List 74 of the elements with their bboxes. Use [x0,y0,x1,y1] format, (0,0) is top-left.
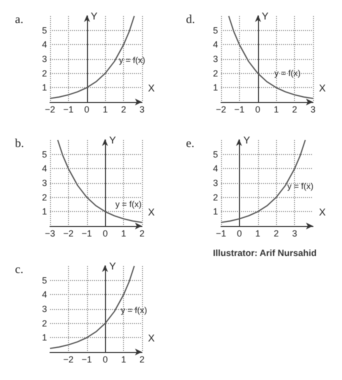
y-tick-label: 3 [42,178,47,188]
annotation: y = f(x) [287,181,314,192]
y-tick-label: 2 [212,192,218,202]
y-tick-label: 4 [212,40,218,50]
y-tick-label: 2 [212,68,218,78]
y-axis-title: Y [109,136,116,146]
x-tick-label: 1 [121,354,126,364]
x-tick-label: 1 [255,228,260,238]
y-tick-label: 5 [212,149,218,160]
y-tick-label: 1 [42,206,47,217]
x-axis-title: X [148,84,155,94]
y-tick-label: 5 [42,25,47,36]
y-tick-label: 4 [42,164,47,174]
x-axis-title: X [319,208,326,218]
y-tick-label: 4 [42,290,47,300]
x-tick-label: −2 [216,104,226,114]
y-tick-label: 3 [212,178,218,188]
x-tick-label: 2 [139,354,145,364]
x-tick-label: −1 [82,228,92,238]
x-tick-label: 0 [84,104,90,114]
y-tick-label: 2 [42,68,47,78]
x-tick-label: 2 [121,104,126,114]
y-tick-label: 4 [212,164,218,174]
annotation: y = f(x) [119,54,146,65]
y-tick-label: 1 [212,206,218,217]
x-tick-label: 3 [310,104,316,114]
x-tick-label: 1 [121,228,126,238]
annotation: y = f(x) [115,199,142,210]
x-tick-label: −1 [63,104,74,114]
annotation: y = f(x) [274,68,301,78]
y-tick-label: 1 [212,82,218,93]
x-tick-label: 2 [139,228,145,238]
x-tick-label: 1 [102,104,108,114]
chart-title: e. [186,136,194,150]
x-tick-label: 0 [102,228,108,238]
x-tick-label: −1 [216,228,226,238]
x-axis-title: X [148,334,155,344]
x-tick-label: −1 [234,104,245,114]
text: Illustrator: Arif Nursahid [213,248,317,258]
y-tick-label: 5 [212,25,218,36]
chart-title: b. [15,136,24,150]
y-tick-label: 4 [42,40,47,50]
y-axis-title: Y [262,12,269,22]
x-tick-label: 1 [274,104,279,114]
x-axis-title: X [148,208,155,218]
x-tick-label: 0 [236,228,242,238]
y-tick-label: 1 [42,82,47,93]
x-tick-label: 0 [102,354,108,364]
chart-title: a. [15,12,24,26]
x-tick-label: −2 [63,354,74,364]
chart-title: d. [186,12,195,26]
y-tick-label: 5 [42,275,47,286]
x-tick-label: −3 [44,228,56,238]
x-tick-label: −2 [44,104,56,114]
y-tick-label: 2 [42,318,47,328]
x-tick-label: 3 [139,104,145,114]
y-tick-label: 5 [42,149,47,160]
y-tick-label: 3 [42,304,47,314]
x-tick-label: 2 [292,104,298,114]
annotation: y = f(x) [120,304,148,315]
y-tick-label: 3 [212,54,218,64]
y-tick-label: 2 [42,192,47,202]
x-tick-label: 3 [292,228,298,238]
y-axis-title: Y [243,136,250,146]
y-axis-title: Y [109,262,116,272]
y-axis-title: Y [90,12,98,22]
chart-title: c. [15,262,24,276]
x-axis-title: X [319,84,326,94]
x-tick-label: 0 [255,104,260,114]
x-tick-label: −1 [82,354,92,364]
x-tick-label: 2 [274,228,279,238]
x-tick-label: −2 [63,228,74,238]
y-tick-label: 1 [42,332,47,343]
y-tick-label: 3 [42,54,47,64]
